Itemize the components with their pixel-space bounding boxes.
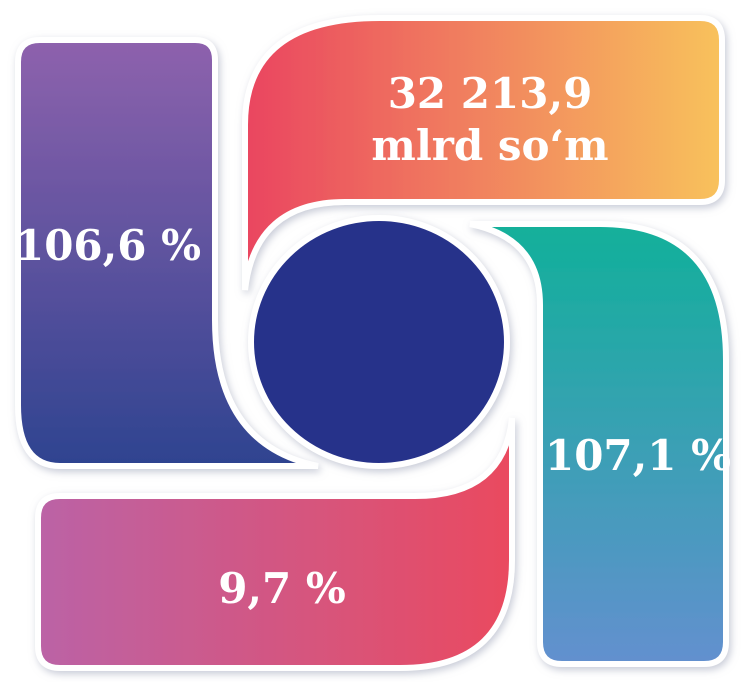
top-blade-value: 32 213,9 — [388, 69, 593, 118]
left-blade — [15, 37, 319, 469]
right-blade-value: 107,1 % — [545, 431, 731, 480]
top-blade-unit: mlrd so‘m — [371, 121, 608, 170]
bottom-blade-value: 9,7 % — [218, 564, 346, 613]
left-blade-value: 106,6 % — [15, 221, 201, 270]
top-blade — [242, 15, 725, 291]
center-circle — [248, 215, 510, 469]
right-blade — [469, 221, 729, 667]
bottom-blade — [35, 417, 515, 671]
